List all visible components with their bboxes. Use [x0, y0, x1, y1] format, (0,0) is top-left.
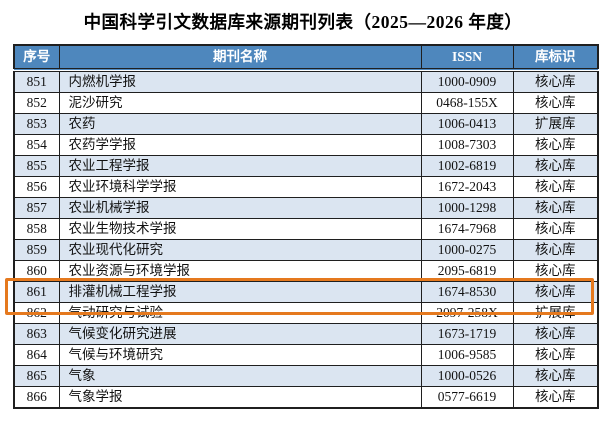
cell-issn: 2095-6819	[420, 260, 514, 282]
cell-tag: 核心库	[512, 239, 599, 261]
page-title: 中国科学引文数据库来源期刊列表（2025—2026 年度）	[83, 12, 523, 32]
cell-no: 852	[13, 92, 60, 114]
cell-name: 气候变化研究进展	[58, 323, 422, 345]
cell-no: 865	[13, 365, 60, 387]
column-header-name: 期刊名称	[58, 44, 422, 72]
cell-issn: 0577-6619	[420, 386, 514, 409]
cell-tag: 核心库	[512, 92, 599, 114]
table-row: 857 农业机械学报 1000-1298 核心库	[13, 197, 599, 219]
column-header-no: 序号	[13, 44, 60, 72]
table-row: 864 气候与环境研究 1006-9585 核心库	[13, 344, 599, 366]
cell-tag: 核心库	[512, 260, 599, 282]
cell-name: 泥沙研究	[58, 92, 422, 114]
cell-name: 农业资源与环境学报	[58, 260, 422, 282]
cell-no: 854	[13, 134, 60, 156]
table-row: 863 气候变化研究进展 1673-1719 核心库	[13, 323, 599, 345]
cell-issn: 0468-155X	[420, 92, 514, 114]
cell-no: 862	[13, 302, 60, 324]
cell-name: 气候与环境研究	[58, 344, 422, 366]
table-row: 862 气动研究与试验 2097-258X 扩展库	[13, 302, 599, 324]
cell-name: 内燃机学报	[58, 69, 422, 93]
table-row: 854 农药学学报 1008-7303 核心库	[13, 134, 599, 156]
journal-table: 序号 期刊名称 ISSN 库标识 851 内燃机学报 1000-0909 核心库…	[13, 44, 599, 409]
cell-tag: 核心库	[512, 281, 599, 303]
cell-no: 864	[13, 344, 60, 366]
cell-tag: 核心库	[512, 69, 599, 93]
cell-no: 866	[13, 386, 60, 409]
cell-issn: 1006-0413	[420, 113, 514, 135]
cell-no: 858	[13, 218, 60, 240]
cell-name: 农业现代化研究	[58, 239, 422, 261]
cell-issn: 1006-9585	[420, 344, 514, 366]
cell-issn: 1673-1719	[420, 323, 514, 345]
cell-tag: 扩展库	[512, 302, 599, 324]
cell-no: 856	[13, 176, 60, 198]
cell-name: 农业环境科学学报	[58, 176, 422, 198]
cell-no: 857	[13, 197, 60, 219]
cell-issn: 1672-2043	[420, 176, 514, 198]
cell-issn: 1674-8530	[420, 281, 514, 303]
cell-no: 851	[13, 69, 60, 93]
cell-name: 气象学报	[58, 386, 422, 409]
cell-no: 863	[13, 323, 60, 345]
cell-tag: 核心库	[512, 386, 599, 409]
cell-issn: 1002-6819	[420, 155, 514, 177]
cell-issn: 1000-0275	[420, 239, 514, 261]
table-body: 851 内燃机学报 1000-0909 核心库 852 泥沙研究 0468-15…	[13, 69, 599, 409]
cell-tag: 核心库	[512, 134, 599, 156]
cell-name: 农药学学报	[58, 134, 422, 156]
cell-issn: 2097-258X	[420, 302, 514, 324]
cell-issn: 1000-0526	[420, 365, 514, 387]
table-row: 860 农业资源与环境学报 2095-6819 核心库	[13, 260, 599, 282]
cell-no: 855	[13, 155, 60, 177]
cell-name: 农业工程学报	[58, 155, 422, 177]
cell-tag: 扩展库	[512, 113, 599, 135]
cell-name: 气动研究与试验	[58, 302, 422, 324]
table-row: 858 农业生物技术学报 1674-7968 核心库	[13, 218, 599, 240]
cell-tag: 核心库	[512, 155, 599, 177]
cell-name: 农业机械学报	[58, 197, 422, 219]
column-header-issn: ISSN	[420, 44, 514, 72]
table-row: 851 内燃机学报 1000-0909 核心库	[13, 69, 599, 93]
cell-no: 859	[13, 239, 60, 261]
table-row: 853 农药 1006-0413 扩展库	[13, 113, 599, 135]
cell-no: 861	[13, 281, 60, 303]
table-row: 861 排灌机械工程学报 1674-8530 核心库	[13, 281, 599, 303]
table-row: 859 农业现代化研究 1000-0275 核心库	[13, 239, 599, 261]
cell-issn: 1000-0909	[420, 69, 514, 93]
table-row: 866 气象学报 0577-6619 核心库	[13, 386, 599, 409]
table-row: 865 气象 1000-0526 核心库	[13, 365, 599, 387]
cell-issn: 1008-7303	[420, 134, 514, 156]
cell-tag: 核心库	[512, 323, 599, 345]
cell-issn: 1674-7968	[420, 218, 514, 240]
cell-tag: 核心库	[512, 197, 599, 219]
cell-name: 排灌机械工程学报	[58, 281, 422, 303]
cell-tag: 核心库	[512, 218, 599, 240]
table-row: 856 农业环境科学学报 1672-2043 核心库	[13, 176, 599, 198]
cell-name: 农药	[58, 113, 422, 135]
cell-tag: 核心库	[512, 344, 599, 366]
cell-name: 农业生物技术学报	[58, 218, 422, 240]
table-row: 852 泥沙研究 0468-155X 核心库	[13, 92, 599, 114]
table-row: 855 农业工程学报 1002-6819 核心库	[13, 155, 599, 177]
cell-issn: 1000-1298	[420, 197, 514, 219]
cell-no: 853	[13, 113, 60, 135]
column-header-tag: 库标识	[512, 44, 599, 72]
table-header: 序号 期刊名称 ISSN 库标识	[13, 44, 599, 72]
cell-tag: 核心库	[512, 176, 599, 198]
cell-tag: 核心库	[512, 365, 599, 387]
cell-no: 860	[13, 260, 60, 282]
cell-name: 气象	[58, 365, 422, 387]
